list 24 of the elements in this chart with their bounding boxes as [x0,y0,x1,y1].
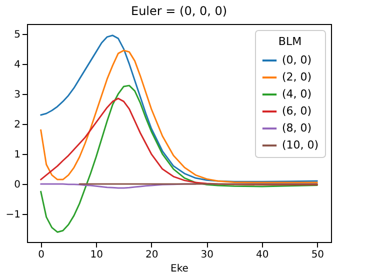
x-tick-label: 20 [145,250,158,260]
line-series [40,98,318,186]
y-tick-label: −1 [6,210,20,221]
legend-label: (10, 0) [282,138,319,152]
y-tick-label: 5 [14,29,20,40]
x-tick-label: 30 [200,250,214,260]
legend-label: (8, 0) [282,122,312,134]
y-tick-label: 3 [14,89,20,100]
x-axis-title: Eke [170,264,188,274]
x-tick-label: 50 [311,250,324,260]
y-tick-label: 4 [14,59,20,70]
legend-label: (4, 0) [282,88,312,100]
chart-title: Euler = (0, 0, 0) [130,4,228,18]
legend-label: (2, 0) [282,70,312,84]
legend-label: (6, 0) [282,104,312,118]
x-tick-label: 40 [256,250,269,260]
legend-title: BLM [278,35,302,48]
y-tick-label: 2 [14,119,20,130]
y-tick-label: 0 [14,180,20,191]
line-series [40,84,318,233]
y-tick-label: 1 [14,150,20,161]
x-tick-label: 0 [38,250,45,260]
x-tick-label: 10 [90,250,103,260]
legend-label: (0, 0) [282,54,312,66]
